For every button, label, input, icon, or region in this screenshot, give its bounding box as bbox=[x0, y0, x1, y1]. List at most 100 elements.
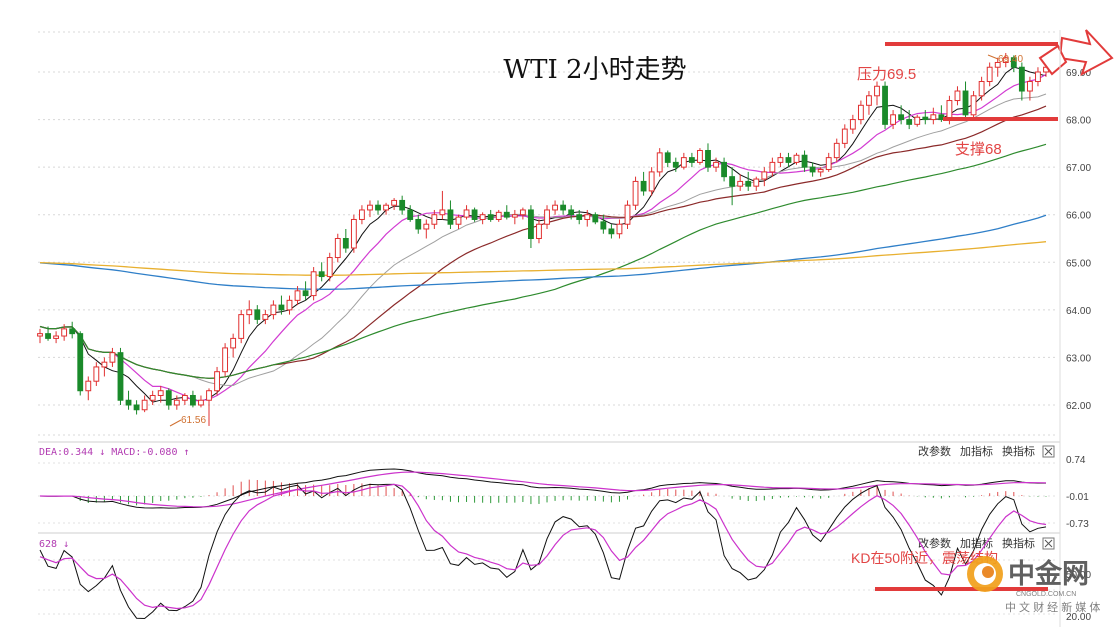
candle bbox=[69, 321, 76, 339]
watermark-logo: 中金网 CNGOLD.COM.CN 中 文 财 经 新 媒 体 bbox=[967, 556, 1100, 614]
candle bbox=[278, 295, 285, 315]
candle bbox=[463, 205, 470, 220]
candle bbox=[753, 176, 760, 191]
candle bbox=[302, 281, 309, 301]
watermark-domain: CNGOLD.COM.CN bbox=[1016, 591, 1076, 598]
kd-annotation: KD在50附近，震荡结构 bbox=[851, 550, 998, 566]
candle bbox=[117, 347, 124, 405]
resistance-label: 压力69.5 bbox=[857, 66, 916, 83]
ma120-line bbox=[39, 214, 1047, 290]
candle bbox=[978, 76, 985, 101]
candle bbox=[439, 190, 446, 220]
kd-d-line bbox=[39, 483, 1047, 610]
macd-y-tick-label: -0.73 bbox=[1066, 519, 1089, 530]
macd-y-tick-label: 0.74 bbox=[1066, 455, 1086, 466]
candle bbox=[294, 286, 301, 306]
candle bbox=[544, 205, 550, 229]
candle bbox=[77, 331, 84, 396]
candle bbox=[326, 252, 333, 282]
candle bbox=[624, 200, 631, 229]
high-label-pointer bbox=[987, 54, 999, 60]
candle bbox=[37, 328, 43, 344]
main-y-axis: 69.00 68.00 67.00 66.00 65.00 64.00 63.00 62.00 bbox=[1066, 68, 1091, 412]
high-price-label: 69.40 bbox=[998, 54, 1023, 65]
candle bbox=[986, 62, 993, 87]
kd-header: 628 ↓ bbox=[39, 539, 69, 550]
candle bbox=[1010, 55, 1017, 72]
candle bbox=[713, 157, 719, 172]
kd-y-tick-label: 50.00 bbox=[1066, 570, 1091, 581]
y-tick-label: 65.00 bbox=[1066, 258, 1091, 269]
macd-add-indicator-button[interactable]: 加指标 bbox=[960, 444, 993, 458]
ma30-line bbox=[39, 105, 1047, 379]
close-icon bbox=[1044, 447, 1053, 456]
low-price-label: 61.56 bbox=[181, 415, 206, 426]
candle bbox=[310, 267, 317, 301]
candle bbox=[793, 152, 800, 165]
candle bbox=[825, 152, 832, 172]
kd-change-indicator-button[interactable]: 换指标 bbox=[1002, 536, 1035, 550]
candle bbox=[165, 388, 172, 410]
candle bbox=[857, 100, 864, 125]
candle bbox=[519, 207, 526, 220]
candle bbox=[1035, 67, 1041, 87]
candle bbox=[777, 152, 784, 168]
macd-dea-line bbox=[39, 471, 1047, 508]
candle bbox=[141, 395, 148, 413]
candle bbox=[568, 205, 575, 220]
candle bbox=[890, 110, 897, 130]
candle bbox=[318, 262, 325, 282]
candle bbox=[640, 171, 647, 196]
candle bbox=[334, 233, 341, 263]
macd-panel bbox=[39, 468, 1047, 509]
y-tick-label: 67.00 bbox=[1066, 163, 1091, 174]
candle bbox=[399, 195, 406, 215]
macd-y-tick-label: -0.01 bbox=[1066, 492, 1089, 503]
candle bbox=[471, 207, 478, 222]
candle bbox=[688, 152, 695, 168]
macd-change-indicator-button[interactable]: 换指标 bbox=[1002, 444, 1035, 458]
candle bbox=[801, 150, 808, 172]
candle bbox=[391, 198, 398, 210]
watermark-brand: 中金网 bbox=[1008, 558, 1089, 589]
kd-edit-params-button[interactable]: 改参数 bbox=[918, 536, 951, 550]
candle bbox=[761, 167, 768, 187]
candle bbox=[608, 224, 615, 239]
y-tick-label: 64.00 bbox=[1066, 306, 1091, 317]
candle bbox=[866, 91, 872, 115]
low-label-pointer bbox=[169, 419, 182, 427]
candle bbox=[528, 205, 534, 249]
candle bbox=[447, 200, 454, 229]
chart-title: WTI 2小时走势 bbox=[503, 55, 686, 85]
candle bbox=[1002, 52, 1009, 68]
candle bbox=[45, 326, 51, 341]
candle bbox=[898, 105, 905, 125]
candle bbox=[592, 212, 599, 225]
candle bbox=[286, 295, 293, 315]
candle bbox=[407, 205, 414, 222]
candlesticks bbox=[37, 52, 1049, 426]
watermark-tagline: 中 文 财 经 新 媒 体 bbox=[1005, 600, 1100, 614]
candle bbox=[729, 167, 736, 206]
candle bbox=[375, 200, 381, 215]
candle bbox=[922, 110, 929, 125]
candle bbox=[906, 110, 913, 130]
candle bbox=[487, 209, 494, 222]
candle bbox=[350, 214, 357, 253]
candle bbox=[495, 209, 502, 222]
candle bbox=[101, 357, 108, 377]
candle bbox=[536, 219, 542, 244]
candle bbox=[962, 81, 969, 120]
candle bbox=[809, 162, 816, 177]
candle bbox=[238, 309, 245, 344]
y-tick-label: 68.00 bbox=[1066, 116, 1091, 127]
kd-y-tick-label: 20.00 bbox=[1066, 612, 1091, 623]
macd-edit-params-button[interactable]: 改参数 bbox=[918, 444, 951, 458]
candle bbox=[841, 124, 848, 149]
candle bbox=[270, 300, 277, 320]
candle bbox=[632, 176, 639, 210]
candle bbox=[511, 209, 518, 225]
candle bbox=[697, 148, 703, 165]
kd-y-axis: 50.00 20.00 bbox=[1066, 570, 1091, 623]
kd-k-line bbox=[39, 483, 1047, 620]
